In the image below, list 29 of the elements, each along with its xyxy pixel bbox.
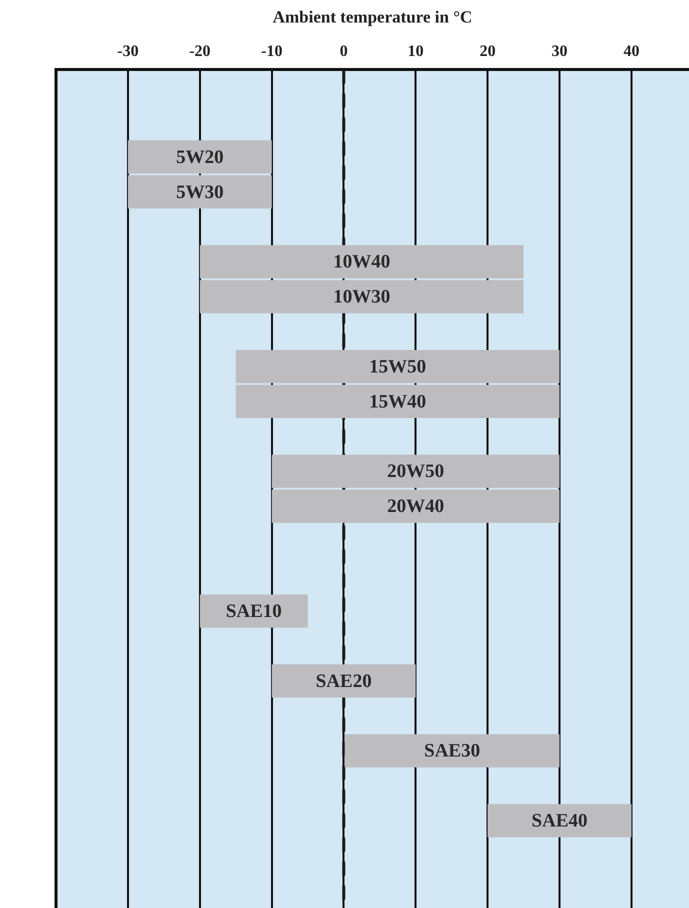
x-tick-label: 30 (552, 43, 568, 60)
y-tick-label: 10W40 (333, 252, 390, 273)
x-tick-label: -20 (189, 43, 211, 60)
x-tick-label: -30 (117, 43, 139, 60)
y-tick-label: 15W40 (369, 391, 426, 412)
x-tick-label: 10 (408, 43, 424, 60)
bar (128, 140, 272, 174)
x-tick-label: 40 (623, 43, 640, 60)
x-tick-label: 0 (340, 43, 348, 60)
y-tick-label: 10W30 (333, 286, 390, 308)
y-tick-label: 5W20 (176, 146, 224, 168)
y-tick-label: 20W50 (387, 461, 444, 482)
y-tick-label: SAE20 (316, 670, 372, 692)
bar (236, 350, 560, 384)
y-tick-label: 20W40 (387, 496, 444, 518)
x-tick-label: 20 (480, 43, 496, 60)
bar (128, 175, 272, 208)
bar (236, 384, 560, 418)
y-tick-label: 15W50 (369, 356, 426, 378)
y-tick-label: SAE30 (424, 740, 480, 762)
bar (200, 594, 308, 628)
bar (344, 734, 560, 768)
x-tick-label: -10 (261, 43, 282, 60)
bar (488, 804, 632, 838)
y-tick-label: SAE10 (226, 600, 282, 622)
bar (272, 664, 416, 698)
y-tick-label: 5W30 (176, 182, 224, 203)
y-tick-label: SAE40 (532, 810, 588, 832)
x-axis-title: Ambient temperature in °C (272, 8, 472, 27)
